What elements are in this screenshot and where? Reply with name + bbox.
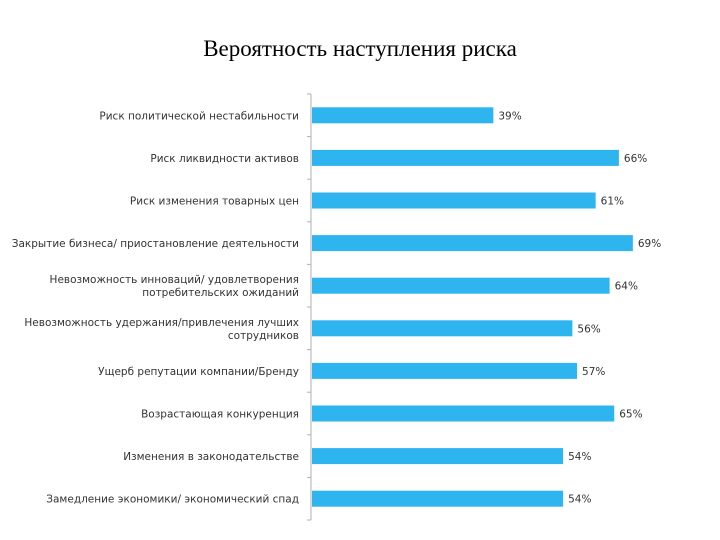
data-label: 69% xyxy=(638,238,661,250)
data-label: 54% xyxy=(568,451,591,463)
data-label: 39% xyxy=(498,110,521,122)
bar xyxy=(312,490,564,507)
category-label: Риск изменения товарных цен xyxy=(130,196,299,208)
category-label: Изменения в законодательстве xyxy=(123,451,299,463)
category-label: Невозможность инноваций/ удовлетворения xyxy=(50,274,299,286)
category-label: Риск политической нестабильности xyxy=(99,110,299,122)
bar xyxy=(312,448,564,465)
bar xyxy=(312,107,494,124)
bar xyxy=(312,149,619,166)
category-label: потребительских ожиданий xyxy=(142,287,299,299)
category-label: Невозможность удержания/привлечения лучш… xyxy=(24,317,299,329)
bar xyxy=(312,405,615,422)
data-label: 65% xyxy=(619,409,642,421)
bar xyxy=(312,277,610,294)
chart-title: Вероятность наступления риска xyxy=(203,36,517,61)
category-label: Закрытие бизнеса/ приостановление деятел… xyxy=(12,238,299,250)
category-label: Риск ликвидности активов xyxy=(150,153,299,165)
bar xyxy=(312,192,596,209)
data-label: 54% xyxy=(568,494,591,506)
data-label: 61% xyxy=(601,196,624,208)
bar xyxy=(312,320,573,337)
bar xyxy=(312,235,633,252)
category-label: Ущерб репутации компании/Бренду xyxy=(98,366,299,378)
data-label: 56% xyxy=(577,323,600,335)
data-label: 57% xyxy=(582,366,605,378)
data-label: 66% xyxy=(624,153,647,165)
data-label: 64% xyxy=(615,281,638,293)
category-label: сотрудников xyxy=(228,330,299,342)
category-label: Замедление экономики/ экономический спад xyxy=(46,494,299,506)
bar xyxy=(312,362,578,379)
category-label: Возрастающая конкуренция xyxy=(141,409,299,421)
